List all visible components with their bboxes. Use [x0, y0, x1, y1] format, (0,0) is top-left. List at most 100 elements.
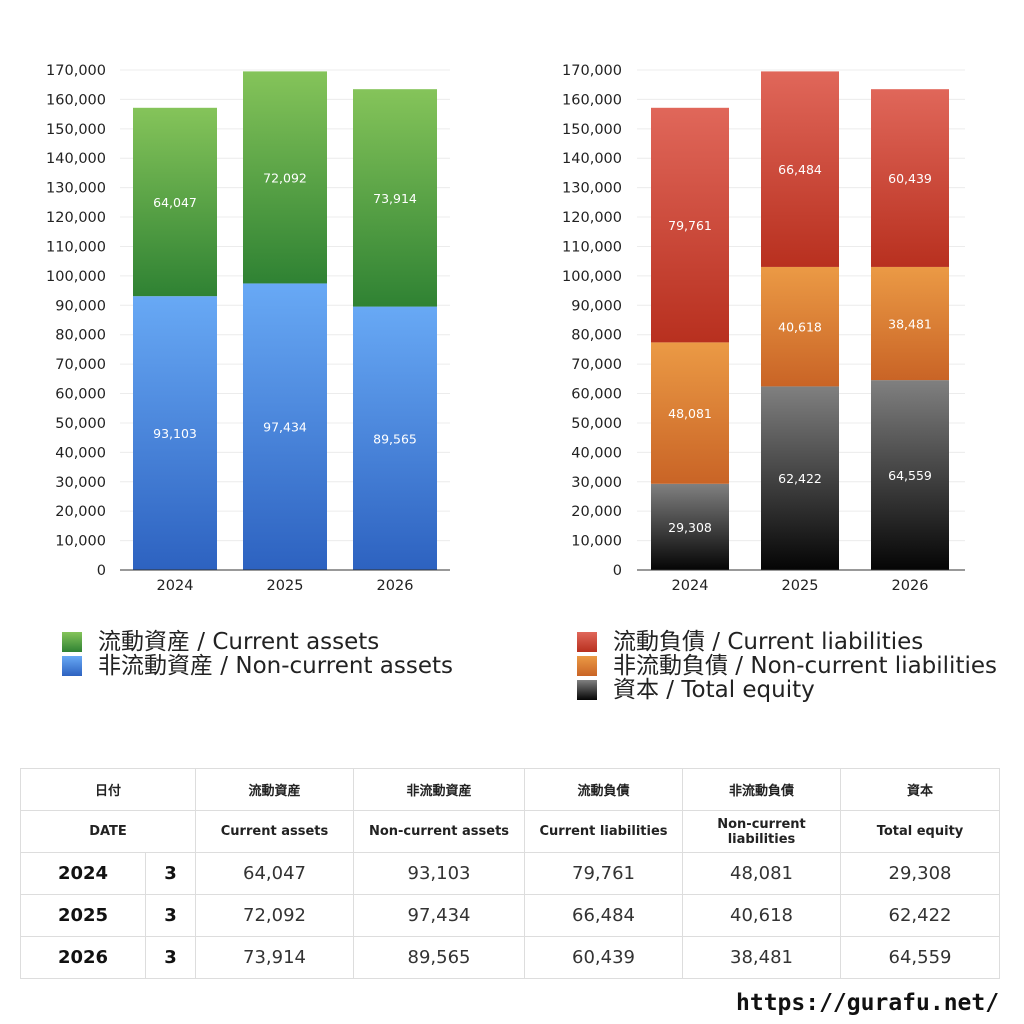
y-tick-label: 120,000 — [46, 210, 106, 226]
legend-label-non-current-assets: 非流動資産 / Non-current assets — [98, 653, 454, 679]
data-label: 64,559 — [888, 468, 932, 483]
legend-swatch-current-liabilities — [577, 632, 597, 652]
x-tick-label: 2026 — [377, 578, 414, 594]
bar-segment — [353, 89, 437, 307]
header-current-assets-jp: 流動資産 — [195, 768, 354, 811]
bar-segment — [651, 483, 729, 570]
row-month: 3 — [145, 894, 196, 937]
cell-total-equity: 62,422 — [840, 894, 1000, 937]
bar-segment — [871, 266, 949, 381]
bar-segment — [353, 306, 437, 570]
site-url: https://gurafu.net/ — [736, 990, 1000, 1016]
charts-area: 0 10,000 20,000 30,000 40,000 50,000 60,000 70,… — [46, 63, 965, 594]
legend-item-current-assets: 流動資産 / Current assets — [62, 630, 453, 654]
row-year: 2026 — [20, 936, 146, 979]
bar-segment — [761, 386, 839, 570]
y-tick-label: 60,000 — [571, 387, 622, 403]
header-current-liabilities-jp: 流動負債 — [524, 768, 683, 811]
legend-swatch-total-equity — [577, 680, 597, 700]
bar-segment — [761, 266, 839, 387]
cell-non-current-assets: 93,103 — [353, 852, 525, 895]
y-tick-label: 80,000 — [571, 328, 622, 344]
data-table-wrapper: 日付 流動資産 非流動資産 流動負債 非流動負債 資本 DATE Current… — [20, 768, 1000, 979]
legend-swatch-non-current-liabilities — [577, 656, 597, 676]
data-label: 66,484 — [778, 162, 822, 177]
data-label: 89,565 — [373, 431, 417, 446]
data-label: 97,434 — [263, 420, 307, 435]
y-tick-label: 100,000 — [562, 269, 622, 285]
y-tick-label: 170,000 — [46, 63, 106, 79]
row-month: 3 — [145, 936, 196, 979]
legend-swatch-current-assets — [62, 632, 82, 652]
data-table: 日付 流動資産 非流動資産 流動負債 非流動負債 資本 DATE Current… — [20, 768, 1000, 979]
y-tick-label: 130,000 — [46, 181, 106, 197]
data-label: 64,047 — [153, 195, 197, 210]
header-date-jp: 日付 — [20, 768, 196, 811]
legend-assets: 流動資産 / Current assets 非流動資産 / Non-curren… — [62, 630, 453, 678]
bar-segment — [871, 380, 949, 570]
y-tick-label: 20,000 — [55, 504, 106, 520]
cell-non-current-liabilities: 38,481 — [682, 936, 841, 979]
legend-label-total-equity: 資本 / Total equity — [613, 677, 815, 703]
cell-total-equity: 64,559 — [840, 936, 1000, 979]
y-tick-label: 30,000 — [571, 475, 622, 491]
y-tick-label: 160,000 — [562, 92, 622, 108]
chart-0: 0 10,000 20,000 30,000 40,000 50,000 60,000 70,… — [46, 63, 450, 594]
data-label: 48,081 — [668, 406, 712, 421]
cell-non-current-assets: 89,565 — [353, 936, 525, 979]
y-tick-label: 90,000 — [55, 298, 106, 314]
legend-item-total-equity: 資本 / Total equity — [577, 678, 997, 702]
bar-segment — [133, 296, 217, 570]
cell-current-liabilities: 60,439 — [524, 936, 683, 979]
y-tick-label: 70,000 — [55, 357, 106, 373]
y-tick-label: 110,000 — [46, 239, 106, 255]
bar-segment — [871, 89, 949, 267]
data-label: 29,308 — [668, 520, 712, 535]
cell-current-liabilities: 79,761 — [524, 852, 683, 895]
bar-segment — [651, 107, 729, 343]
x-tick-label: 2024 — [672, 578, 709, 594]
legend-liabilities-equity: 流動負債 / Current liabilities 非流動負債 / Non-c… — [577, 630, 997, 702]
header-non-current-assets-jp: 非流動資産 — [353, 768, 525, 811]
y-tick-label: 50,000 — [571, 416, 622, 432]
data-label: 38,481 — [888, 317, 932, 332]
table-row: 2026 3 73,914 89,565 60,439 38,481 64,55… — [20, 936, 1000, 979]
chart-1: 0 10,000 20,000 30,000 40,000 50,000 60,000 70,… — [562, 63, 965, 594]
y-tick-label: 110,000 — [562, 239, 622, 255]
y-tick-label: 140,000 — [46, 151, 106, 167]
y-tick-label: 90,000 — [571, 298, 622, 314]
legend-swatch-non-current-assets — [62, 656, 82, 676]
legend-label-non-current-liabilities: 非流動負債 / Non-current liabilities — [613, 653, 997, 679]
row-year: 2025 — [20, 894, 146, 937]
cell-current-assets: 72,092 — [195, 894, 354, 937]
y-tick-label: 80,000 — [55, 328, 106, 344]
y-tick-label: 140,000 — [562, 151, 622, 167]
x-tick-label: 2025 — [267, 578, 304, 594]
y-tick-label: 60,000 — [55, 387, 106, 403]
y-tick-label: 10,000 — [55, 534, 106, 550]
data-label: 72,092 — [263, 170, 307, 185]
row-month: 3 — [145, 852, 196, 895]
x-tick-label: 2025 — [782, 578, 819, 594]
legend-item-current-liabilities: 流動負債 / Current liabilities — [577, 630, 997, 654]
y-tick-label: 0 — [613, 563, 622, 579]
row-year: 2024 — [20, 852, 146, 895]
cell-non-current-liabilities: 48,081 — [682, 852, 841, 895]
table-header-row-jp: 日付 流動資産 非流動資産 流動負債 非流動負債 資本 — [20, 768, 1000, 811]
legend-label-current-assets: 流動資産 / Current assets — [98, 629, 380, 655]
table-row: 2025 3 72,092 97,434 66,484 40,618 62,42… — [20, 894, 1000, 937]
y-tick-label: 130,000 — [562, 181, 622, 197]
y-tick-label: 120,000 — [562, 210, 622, 226]
data-label: 62,422 — [778, 471, 822, 486]
table-header-row-en: DATE Current assets Non-current assets C… — [20, 810, 1000, 853]
y-tick-label: 30,000 — [55, 475, 106, 491]
x-tick-label: 2026 — [892, 578, 929, 594]
y-tick-label: 160,000 — [46, 92, 106, 108]
header-current-liabilities-en: Current liabilities — [524, 810, 683, 853]
data-label: 40,618 — [778, 320, 822, 335]
y-tick-label: 20,000 — [571, 504, 622, 520]
header-date-en: DATE — [20, 810, 196, 853]
legend-item-non-current-assets: 非流動資産 / Non-current assets — [62, 654, 453, 678]
y-tick-label: 40,000 — [571, 445, 622, 461]
y-tick-label: 170,000 — [562, 63, 622, 79]
